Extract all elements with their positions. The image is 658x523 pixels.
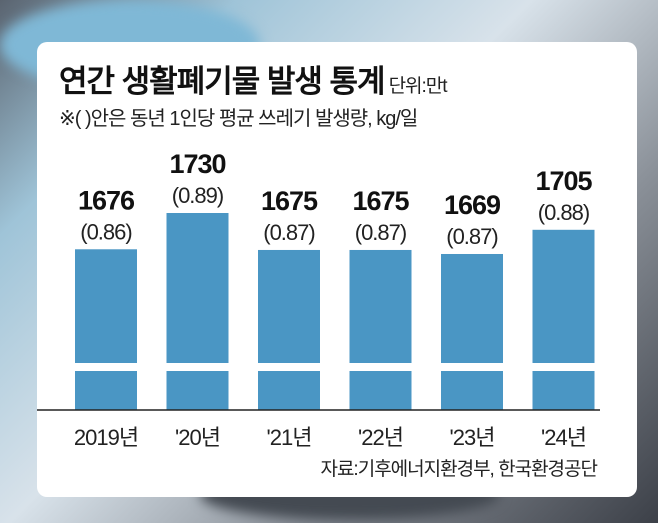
axis-break [439,363,505,371]
x-tick-label: '23년 [450,425,495,450]
value-label: 1675 [261,186,318,216]
x-tick-label: '24년 [541,425,586,450]
bar [532,229,595,410]
axis-break [256,363,322,371]
value-label: 1705 [535,166,592,196]
x-tick-label: '22년 [358,425,403,450]
unit-label: 단위:만t [388,76,448,97]
x-tick-label: '20년 [175,425,220,450]
chart-card: 연간 생활폐기물 발생 통계 단위:만t ※( )안은 동년 1인당 평균 쓰레기… [37,42,637,497]
axis-break [73,363,139,371]
title-text: 연간 생활폐기물 발생 통계 [59,64,386,99]
value-label: 1675 [352,186,409,216]
chart-title: 연간 생활폐기물 발생 통계 단위:만t [59,56,448,101]
axis-break [347,363,414,371]
axis-break [530,363,597,371]
bar-chart: 1676 (0.86) 2019년 1730 (0.89) '20년 1675 (0.87) '… [37,149,600,450]
value-label: 1676 [78,185,135,215]
axis-break [164,363,231,371]
bar [75,249,137,410]
x-tick-label: '21년 [267,425,312,450]
bar [166,213,229,410]
x-tick-label: 2019년 [74,425,138,450]
value-label: 1669 [444,190,501,220]
per-capita-label: (0.87) [355,220,406,245]
value-label: 1730 [169,149,225,179]
source-label: 자료:기후에너지환경부, 한국환경공단 [320,459,598,480]
per-capita-label: (0.87) [446,224,497,249]
per-capita-label: (0.87) [263,220,314,245]
bar [441,253,503,410]
per-capita-label: (0.88) [538,200,589,225]
chart-note: ※( )안은 동년 1인당 평균 쓰레기 발생량, kg/일 [59,108,418,130]
per-capita-label: (0.86) [80,219,131,244]
bar [349,249,412,410]
bar [258,249,320,410]
per-capita-label: (0.89) [172,183,223,208]
